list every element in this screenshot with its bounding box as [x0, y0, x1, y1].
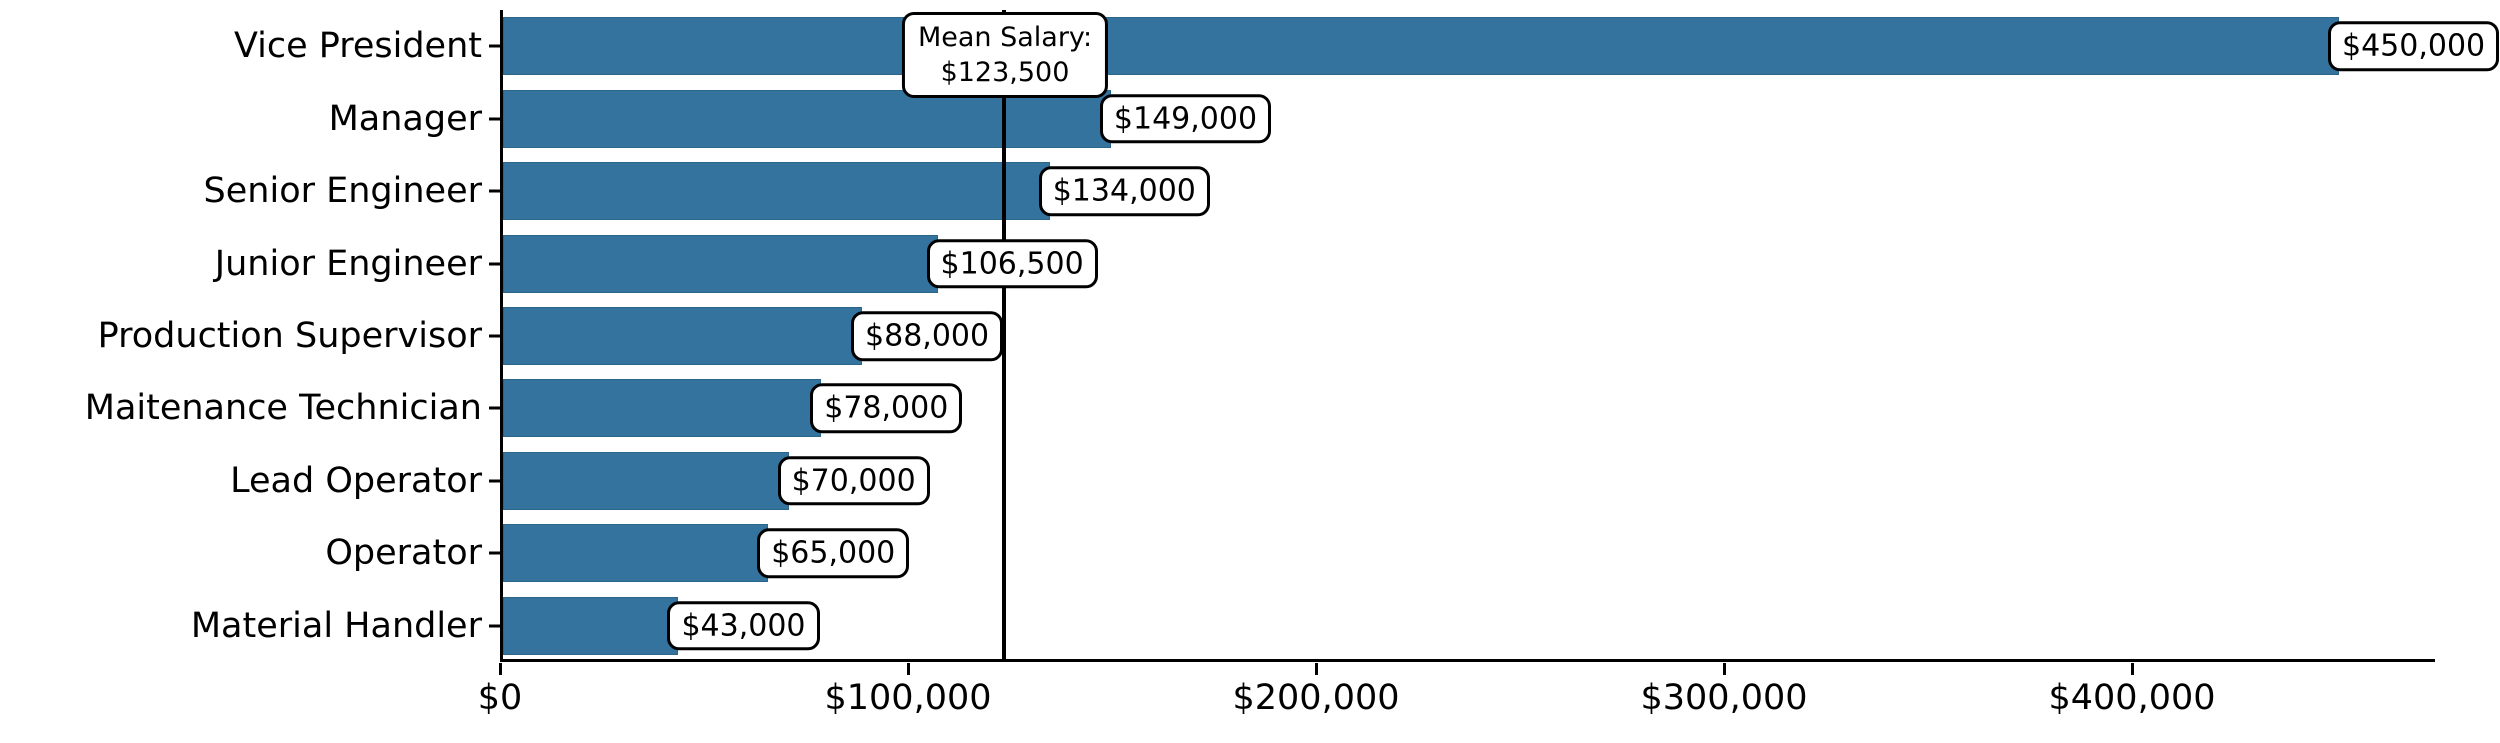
bar-operator [503, 524, 769, 583]
x-axis-tick [1315, 663, 1318, 675]
bar-senior-engineer [503, 162, 1050, 221]
value-label-junior-engineer: $106,500 [926, 238, 1098, 289]
bar-material-handler [503, 596, 679, 655]
y-axis-tick [489, 406, 500, 410]
bar-vice-president [503, 17, 2339, 76]
y-axis-tick [489, 44, 500, 48]
y-axis-tick [489, 189, 500, 193]
mean-salary-annotation-line1: Mean Salary: [917, 22, 1093, 53]
category-label-junior-engineer: Junior Engineer [214, 243, 482, 284]
y-axis-tick [489, 334, 500, 338]
mean-salary-annotation-line2: $123,500 [940, 57, 1070, 89]
bar-junior-engineer [503, 234, 938, 293]
value-label-vice-president: $450,000 [2328, 21, 2500, 71]
category-label-vice-president: Vice President [233, 26, 482, 67]
bar-manager [503, 89, 1111, 148]
category-label-production-supervisor: Production Supervisor [97, 316, 482, 356]
x-tick-label-200-000: $200,000 [1232, 678, 1400, 718]
value-label-production-supervisor: $88,000 [851, 311, 1004, 361]
value-label-operator: $65,000 [757, 528, 910, 579]
category-label-lead-operator: Lead Operator [230, 460, 482, 501]
x-axis-tick [2131, 663, 2134, 675]
category-label-material-handler: Material Handler [190, 605, 482, 646]
plot-area [500, 10, 2435, 662]
x-tick-label-300-000: $300,000 [1640, 678, 1808, 718]
mean-salary-annotation: Mean Salary: $123,500 [901, 12, 1109, 99]
category-label-operator: Operator [325, 533, 482, 574]
y-axis-tick [489, 624, 500, 628]
y-axis-tick [489, 262, 500, 266]
bar-production-supervisor [503, 307, 863, 365]
category-label-manager: Manager [328, 98, 482, 139]
x-axis-tick [1723, 663, 1726, 675]
bar-lead-operator [503, 451, 789, 510]
x-tick-label-400-000: $400,000 [2048, 678, 2216, 718]
mean-salary-line [1001, 10, 1006, 662]
value-label-maitenance-technician: $78,000 [810, 383, 963, 434]
x-axis-tick [499, 663, 502, 675]
category-label-senior-engineer: Senior Engineer [203, 171, 482, 212]
value-label-material-handler: $43,000 [667, 601, 820, 651]
value-label-lead-operator: $70,000 [777, 456, 930, 506]
value-label-manager: $149,000 [1099, 93, 1272, 144]
x-tick-label-0: $0 [477, 678, 523, 718]
y-axis-tick [489, 551, 500, 555]
bar-maitenance-technician [503, 379, 822, 438]
x-tick-label-100-000: $100,000 [824, 678, 992, 718]
value-label-senior-engineer: $134,000 [1038, 166, 1210, 216]
y-axis-tick [489, 117, 500, 121]
y-axis-tick [489, 479, 500, 483]
x-axis-tick [907, 663, 910, 675]
category-label-maitenance-technician: Maitenance Technician [84, 388, 482, 429]
